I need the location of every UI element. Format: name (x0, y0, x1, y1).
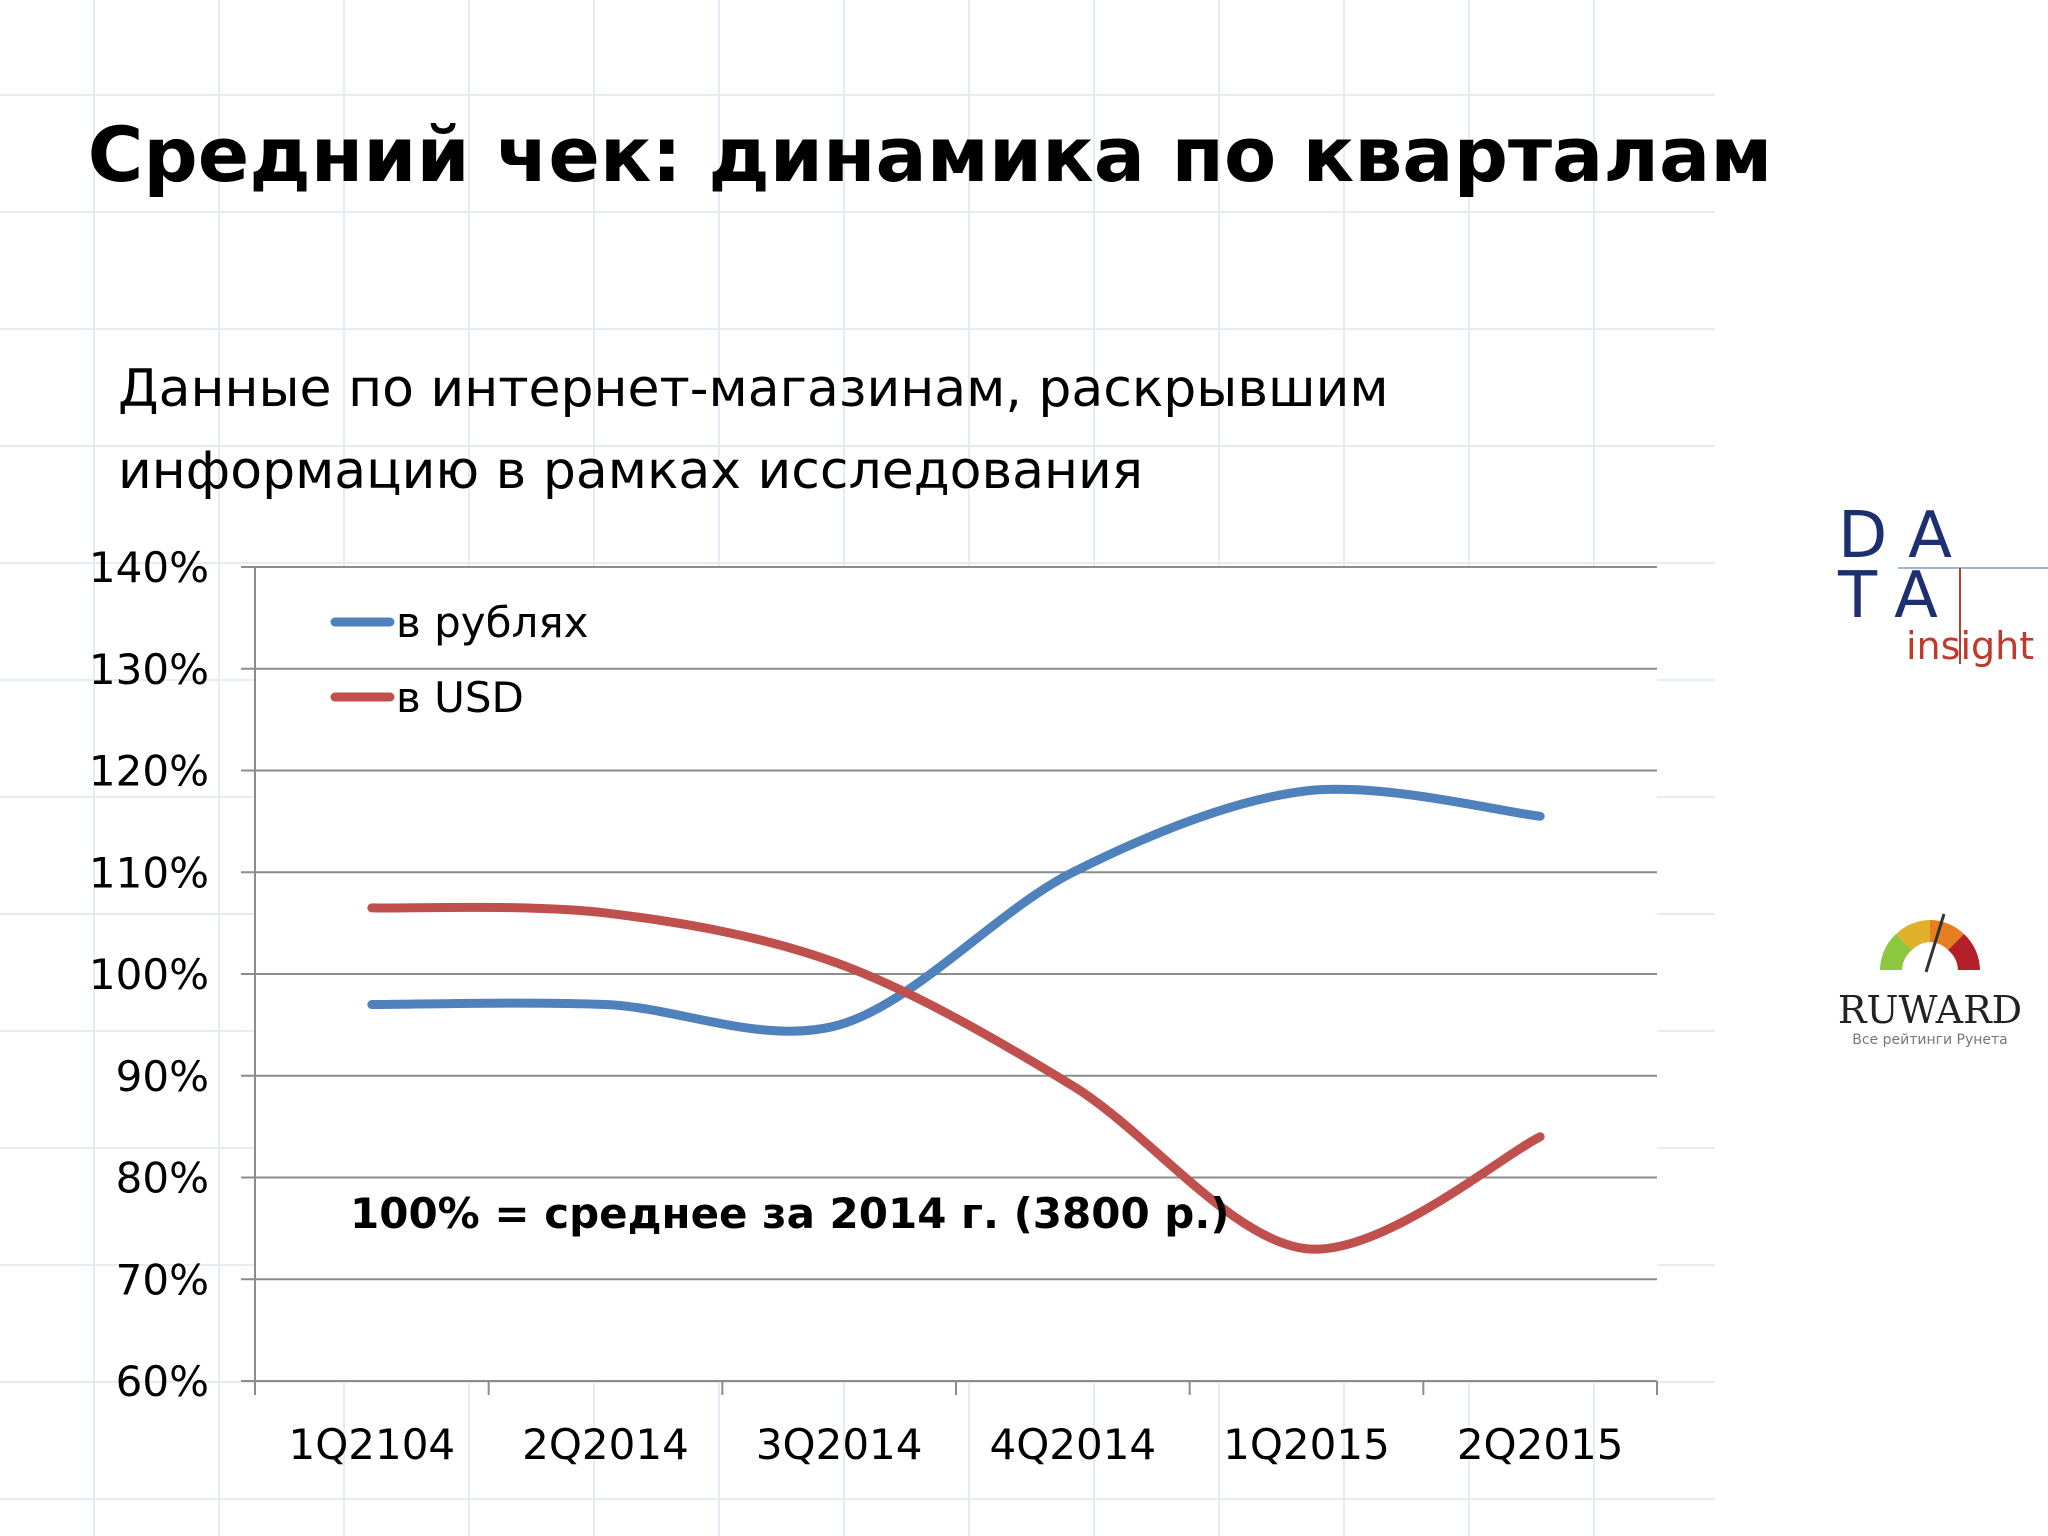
y-tick-label: 60% (116, 1357, 209, 1406)
y-tick-label: 90% (116, 1052, 209, 1101)
x-tick-label: 4Q2014 (989, 1420, 1156, 1469)
x-axis-ticks: 1Q2104 2Q2014 3Q2014 4Q2014 1Q2015 2Q2015 (254, 1381, 1658, 1469)
data-insight-letters-row2: TA (1838, 559, 1960, 633)
slide-subtitle: Данные по интернет-магазинам, раскрывшим… (118, 348, 1578, 512)
series-line-rub (367, 784, 1545, 1036)
y-tick-label: 110% (89, 848, 209, 897)
series-lines (367, 784, 1545, 1254)
x-tick-label: 2Q2014 (522, 1420, 689, 1469)
right-margin (1715, 0, 2048, 1536)
subtitle-line-1: Данные по интернет-магазинам, раскрывшим (118, 359, 1389, 419)
y-tick-label: 140% (89, 543, 209, 592)
y-tick-label: 100% (89, 950, 209, 999)
ruward-wordmark: RUWARD (1837, 988, 2023, 1032)
legend-label: в USD (396, 673, 524, 722)
x-tick-label: 2Q2015 (1457, 1420, 1624, 1469)
gridlines (255, 566, 1657, 1281)
y-tick-label: 120% (89, 747, 209, 796)
x-tick-label: 1Q2015 (1223, 1420, 1390, 1469)
chart-legend: в рублях в USD (330, 598, 589, 722)
subtitle-line-2: информацию в рамках исследования (118, 441, 1144, 501)
data-insight-lines (1898, 567, 2048, 664)
y-tick-label: 70% (116, 1255, 209, 1304)
y-axis-ticks: 60% 70% 80% 90% 100% 110% 120% 130% 140% (89, 543, 255, 1406)
data-insight-logo: DA TA insight (1838, 499, 2048, 676)
legend-label: в рублях (396, 598, 589, 647)
ruward-logo: RUWARD Все рейтинги Рунета (1820, 900, 2040, 1060)
x-tick-label: 1Q2104 (288, 1420, 455, 1469)
ruward-tagline: Все рейтинги Рунета (1852, 1032, 2008, 1048)
ruward-gauge-icon (1880, 913, 1980, 973)
slide-title: Средний чек: динамика по кварталам (87, 110, 1773, 199)
data-insight-word: insight (1906, 624, 2035, 668)
chart-annotation: 100% = среднее за 2014 г. (3800 р.) (350, 1189, 1230, 1238)
x-tick-label: 3Q2014 (756, 1420, 923, 1469)
y-tick-label: 80% (116, 1154, 209, 1203)
series-line-usd (367, 902, 1545, 1254)
y-tick-label: 130% (89, 645, 209, 694)
data-insight-letters-row1: DA (1838, 499, 1974, 573)
